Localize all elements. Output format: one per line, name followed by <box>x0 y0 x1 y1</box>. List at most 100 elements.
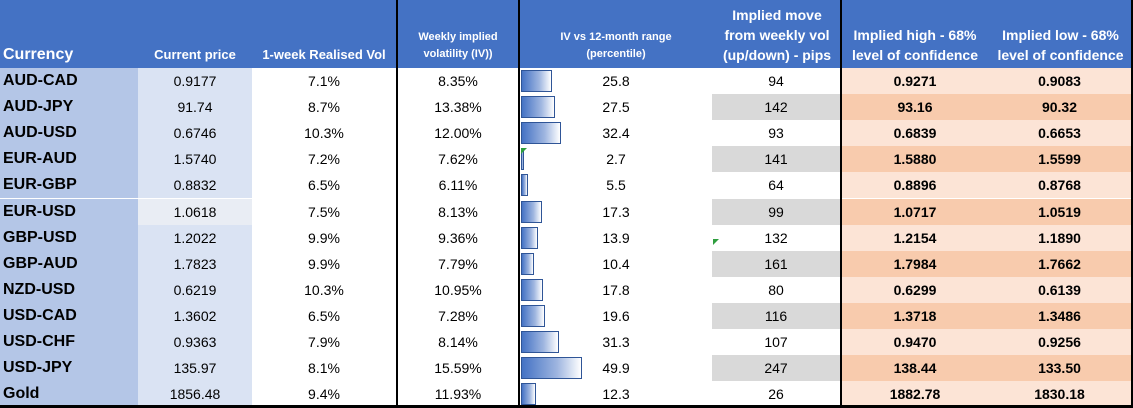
price-cell: 0.9363 <box>138 329 252 355</box>
currency-cell: EUR-GBP <box>0 172 138 199</box>
price-cell: 0.8832 <box>138 172 252 199</box>
implied-low-cell: 1.7662 <box>988 250 1131 277</box>
column-divider <box>518 0 520 408</box>
implied-move-cell: 99 <box>712 198 840 225</box>
currency-cell: AUD-JPY <box>0 94 138 121</box>
header-implied-high: Implied high - 68% level of confidence <box>851 27 979 63</box>
implied-high-cell: 93.16 <box>842 94 988 121</box>
price-cell: 0.9177 <box>138 68 252 94</box>
currency-cell: USD-CHF <box>0 329 138 355</box>
percentile-value: 25.8 <box>602 73 630 89</box>
implied-vol-cell: 11.93% <box>398 381 518 408</box>
price-cell: 0.6219 <box>138 276 252 303</box>
implied-low-cell: 0.6139 <box>988 276 1131 303</box>
header-currency: Currency <box>3 46 74 63</box>
implied-high-cell: 1.0717 <box>842 198 988 225</box>
currency-cell: Gold <box>0 381 138 408</box>
percentile-value: 2.7 <box>606 151 626 168</box>
header-current-price: Current price <box>154 47 236 62</box>
implied-low-cell: 133.50 <box>988 355 1131 382</box>
implied-move-cell: 64 <box>712 172 840 199</box>
currency-cell: EUR-USD <box>0 198 138 225</box>
column-divider <box>840 0 842 408</box>
percentile-value: 27.5 <box>602 99 630 116</box>
currency-cell: USD-CAD <box>0 302 138 329</box>
header-row <box>0 0 1133 68</box>
implied-low-cell: 1.5599 <box>988 146 1131 173</box>
implied-high-cell: 0.9271 <box>842 68 988 94</box>
implied-vol-cell: 10.95% <box>398 276 518 303</box>
price-cell: 1.7823 <box>138 250 252 277</box>
implied-vol-cell: 8.13% <box>398 198 518 225</box>
implied-vol-cell: 15.59% <box>398 355 518 382</box>
table-row: EUR-USD 1.0618 7.5% 8.13% 99 1.0717 1.0519 17.3 <box>0 198 1133 225</box>
implied-high-cell: 0.6299 <box>842 276 988 303</box>
implied-move-cell: 94 <box>712 68 840 94</box>
currency-cell: GBP-AUD <box>0 250 138 277</box>
table-row: USD-CHF 0.9363 7.9% 8.14% 107 0.9470 0.9256 31.… <box>0 329 1133 355</box>
implied-move-cell: 107 <box>712 329 840 355</box>
implied-vol-cell: 8.14% <box>398 329 518 355</box>
implied-low-cell: 0.6653 <box>988 120 1131 147</box>
table-bottom-border <box>0 405 1133 408</box>
implied-high-cell: 0.6839 <box>842 120 988 147</box>
percentile-bar <box>521 331 560 353</box>
realised-vol-cell: 9.9% <box>252 224 396 251</box>
realised-vol-cell: 8.1% <box>252 355 396 382</box>
implied-vol-cell: 13.38% <box>398 94 518 121</box>
currency-cell: USD-JPY <box>0 355 138 382</box>
percentile-value: 31.3 <box>602 334 630 350</box>
currency-cell: EUR-AUD <box>0 146 138 173</box>
price-cell: 1.5740 <box>138 146 252 173</box>
implied-vol-cell: 9.36% <box>398 224 518 251</box>
realised-vol-cell: 7.1% <box>252 68 396 94</box>
percentile-value: 19.6 <box>602 307 630 324</box>
realised-vol-cell: 10.3% <box>252 276 396 303</box>
implied-vol-cell: 7.79% <box>398 250 518 277</box>
currency-cell: NZD-USD <box>0 276 138 303</box>
realised-vol-cell: 6.5% <box>252 172 396 199</box>
implied-low-cell: 0.8768 <box>988 172 1131 199</box>
implied-move-cell: 93 <box>712 120 840 147</box>
percentile-value: 49.9 <box>602 360 630 377</box>
price-cell: 0.6746 <box>138 120 252 147</box>
implied-move-cell: 116 <box>712 302 840 329</box>
implied-low-cell: 0.9256 <box>988 329 1131 355</box>
implied-move-cell: 80 <box>712 276 840 303</box>
implied-high-cell: 1882.78 <box>842 381 988 408</box>
implied-high-cell: 1.2154 <box>842 224 988 251</box>
percentile-bar <box>521 252 534 275</box>
currency-cell: GBP-USD <box>0 224 138 251</box>
cell-marker-icon <box>713 238 719 245</box>
percentile-bar <box>521 122 561 145</box>
implied-low-cell: 1830.18 <box>988 381 1131 408</box>
implied-vol-cell: 12.00% <box>398 120 518 147</box>
percentile-value: 5.5 <box>606 177 626 194</box>
implied-move-cell: 26 <box>712 381 840 408</box>
percentile-bar <box>521 70 553 92</box>
column-divider <box>1131 0 1133 408</box>
percentile-value: 17.3 <box>602 203 630 220</box>
realised-vol-cell: 9.4% <box>252 381 396 408</box>
implied-high-cell: 138.44 <box>842 355 988 382</box>
realised-vol-cell: 7.5% <box>252 198 396 225</box>
table-row: AUD-USD 0.6746 10.3% 12.00% 93 0.6839 0.6653 32… <box>0 120 1133 147</box>
implied-high-cell: 1.7984 <box>842 250 988 277</box>
realised-vol-cell: 7.9% <box>252 329 396 355</box>
price-cell: 1.2022 <box>138 224 252 251</box>
realised-vol-cell: 7.2% <box>252 146 396 173</box>
header-realised-vol: 1-week Realised Vol <box>262 47 386 62</box>
realised-vol-cell: 6.5% <box>252 302 396 329</box>
implied-move-cell: 132 <box>712 224 840 251</box>
percentile-bar <box>521 200 543 223</box>
price-cell: 91.74 <box>138 94 252 121</box>
table-row: AUD-CAD 0.9177 7.1% 8.35% 94 0.9271 0.9083 25.8 <box>0 68 1133 94</box>
realised-vol-cell: 8.7% <box>252 94 396 121</box>
table-row: AUD-JPY 91.74 8.7% 13.38% 142 93.16 90.32 27.5 <box>0 94 1133 121</box>
price-cell: 1856.48 <box>138 381 252 408</box>
percentile-bar <box>521 174 528 197</box>
currency-cell: AUD-CAD <box>0 68 138 94</box>
implied-low-cell: 1.0519 <box>988 198 1131 225</box>
implied-vol-cell: 7.62% <box>398 146 518 173</box>
